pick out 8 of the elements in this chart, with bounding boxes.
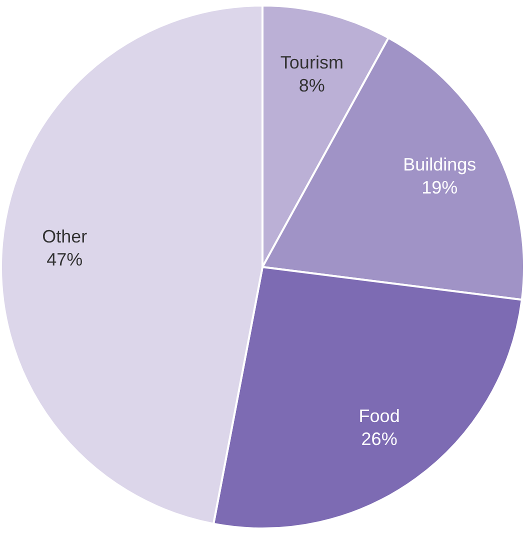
data-label: 19% (422, 178, 458, 198)
slice-label: Food (358, 406, 400, 426)
slice-label: Tourism (280, 52, 344, 72)
data-label: 8% (298, 75, 325, 96)
slice-label: Other (42, 226, 88, 246)
slice-label: Buildings (403, 154, 476, 175)
data-label: 26% (361, 428, 398, 449)
data-label: 47% (46, 249, 83, 270)
